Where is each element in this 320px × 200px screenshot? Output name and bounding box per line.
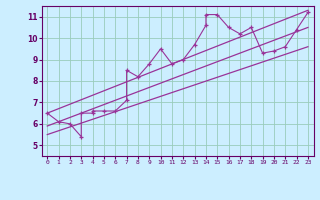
- Text: Windchill (Refroidissement éolien,°C): Windchill (Refroidissement éolien,°C): [75, 184, 245, 193]
